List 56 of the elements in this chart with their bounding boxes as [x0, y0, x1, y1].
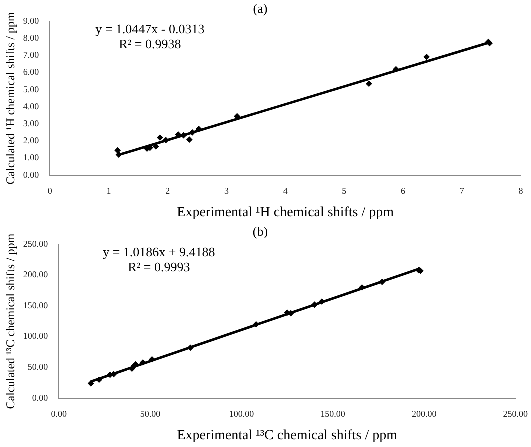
annotation: y = 1.0186x + 9.4188: [103, 244, 216, 260]
point: [312, 302, 318, 308]
point: [114, 148, 121, 154]
y-tick-label: 8.00: [23, 33, 40, 44]
y-tick-label: 50.00: [28, 362, 49, 372]
x-tick-label: 0.00: [51, 409, 68, 420]
x-tick-label: 3: [224, 186, 230, 196]
y-tick-label: 6.00: [23, 67, 40, 78]
y-tick-label: 100.00: [23, 331, 49, 342]
y-tick-label: 3.00: [23, 118, 40, 128]
point: [186, 136, 193, 143]
point: [163, 137, 170, 144]
y-tick-label: 200.00: [23, 270, 49, 280]
x-axis-title: Experimental ¹H chemical shifts / ppm: [177, 205, 394, 220]
point: [88, 380, 94, 387]
x-tick-label: 7: [460, 186, 465, 196]
x-tick-label: 200.00: [412, 409, 438, 420]
chart-title: (b): [252, 224, 268, 240]
annotation: R² = 0.9938: [119, 36, 182, 52]
y-tick-label: 4.00: [23, 101, 40, 112]
x-tick-label: 250.00: [503, 409, 528, 420]
x-tick-label: 50.00: [140, 409, 162, 420]
chart-title: (a): [253, 1, 268, 16]
annotation: R² = 0.9993: [128, 260, 190, 275]
point: [149, 356, 156, 363]
point: [366, 80, 372, 87]
y-tick-label: 0.00: [32, 392, 49, 403]
y-tick-label: 7.00: [23, 50, 40, 60]
point: [253, 322, 260, 328]
x-tick-label: 8: [518, 186, 524, 196]
y-tick-label: 150.00: [23, 300, 49, 310]
x-axis-title: Experimental ¹³C chemical shifts / ppm: [177, 428, 398, 444]
point: [157, 134, 164, 141]
x-tick-label: 6: [401, 186, 406, 196]
x-tick-label: 5: [342, 186, 348, 196]
y-tick-label: 0.00: [23, 170, 40, 180]
x-tick-label: 2: [166, 186, 170, 196]
y-tick-label: 1.00: [23, 152, 40, 163]
point: [424, 54, 430, 60]
point: [379, 279, 386, 286]
point: [188, 344, 194, 351]
point: [190, 130, 196, 136]
y-tick-label: 5.00: [23, 84, 40, 94]
y-axis-title: Calculated ¹³C chemical shifts / ppm: [3, 233, 18, 410]
annotation: y = 1.0447x - 0.0313: [96, 22, 205, 37]
y-axis-title: Calculated ¹H chemical shifts / ppm: [3, 12, 18, 185]
y-tick-label: 2.00: [23, 136, 40, 146]
point: [196, 126, 202, 132]
x-tick-label: 4: [283, 186, 288, 196]
x-tick-label: 0: [48, 186, 53, 196]
point: [393, 66, 400, 72]
x-tick-label: 100.00: [229, 409, 255, 420]
y-tick-label: 9.00: [23, 16, 40, 26]
x-tick-label: 1: [106, 186, 112, 196]
y-tick-label: 250.00: [23, 238, 49, 249]
x-tick-label: 150.00: [320, 409, 346, 420]
